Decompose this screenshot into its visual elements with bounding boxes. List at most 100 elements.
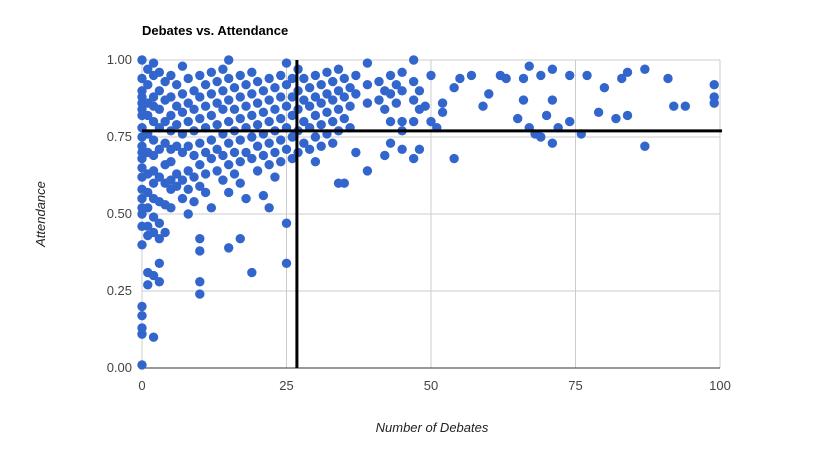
data-point	[171, 181, 182, 191]
data-point	[148, 58, 159, 68]
data-point	[218, 175, 228, 185]
data-point	[328, 95, 338, 105]
data-point	[166, 203, 176, 213]
data-point	[322, 89, 332, 99]
data-point	[206, 135, 217, 145]
data-point	[247, 153, 257, 164]
data-point	[229, 104, 240, 114]
data-point	[137, 193, 147, 204]
data-point	[224, 95, 234, 105]
data-point	[160, 116, 170, 127]
data-point	[547, 95, 558, 105]
data-point	[177, 89, 188, 99]
reference-lines	[142, 60, 722, 368]
data-point	[143, 79, 153, 90]
data-point	[362, 98, 373, 108]
data-point	[518, 95, 529, 105]
x-tick-label: 25	[279, 378, 293, 393]
data-point	[212, 76, 222, 87]
data-point	[229, 147, 240, 158]
data-point	[235, 135, 245, 145]
data-point	[299, 73, 309, 84]
data-point	[200, 101, 211, 111]
data-point	[252, 119, 263, 130]
data-point	[669, 101, 679, 111]
data-point	[304, 101, 315, 111]
data-point	[143, 64, 153, 74]
data-point	[547, 64, 558, 74]
data-point	[154, 277, 165, 287]
data-point	[709, 79, 719, 90]
data-point	[281, 79, 292, 90]
data-point	[524, 61, 534, 71]
data-point	[212, 98, 222, 108]
data-point	[224, 243, 234, 253]
data-point	[148, 92, 159, 102]
data-point	[148, 227, 159, 238]
data-point	[154, 67, 165, 78]
data-point	[536, 132, 546, 142]
x-tick-label: 75	[568, 378, 582, 393]
data-point	[154, 233, 165, 244]
data-point	[183, 166, 193, 176]
data-point	[195, 233, 205, 244]
data-point	[183, 98, 193, 108]
data-point	[206, 67, 217, 78]
data-point	[513, 113, 523, 124]
data-point	[351, 70, 361, 81]
data-point	[287, 132, 297, 142]
data-point	[420, 101, 430, 111]
data-point	[195, 113, 205, 124]
data-point	[235, 233, 245, 244]
data-point	[206, 89, 217, 99]
data-point	[264, 138, 274, 148]
data-point	[258, 86, 269, 96]
data-point	[299, 138, 309, 148]
data-point	[391, 79, 402, 90]
data-point	[414, 86, 425, 96]
data-point	[189, 150, 199, 161]
data-point	[171, 101, 182, 111]
data-point	[235, 70, 245, 81]
data-point	[351, 147, 361, 158]
data-point	[663, 73, 673, 84]
data-point	[212, 166, 222, 176]
data-point	[264, 203, 274, 213]
data-point	[374, 95, 384, 105]
data-point	[247, 110, 257, 121]
data-point	[385, 89, 396, 99]
data-point	[137, 163, 147, 173]
data-point	[200, 147, 211, 158]
data-point	[380, 104, 390, 114]
data-point	[195, 289, 205, 299]
data-point	[171, 79, 182, 90]
data-point	[426, 70, 436, 81]
data-point	[426, 116, 436, 127]
data-point	[339, 73, 349, 84]
data-point	[137, 55, 147, 65]
data-point	[408, 55, 419, 65]
data-point	[206, 110, 217, 121]
data-point	[339, 92, 349, 102]
y-axis-label: Attendance	[33, 181, 48, 248]
data-point	[640, 141, 650, 151]
data-point	[206, 153, 217, 164]
data-point	[362, 58, 373, 68]
data-point	[177, 147, 188, 158]
data-point	[374, 76, 384, 87]
data-point	[166, 110, 176, 121]
data-point	[593, 107, 604, 118]
data-point	[195, 181, 205, 191]
data-point	[235, 178, 245, 188]
data-point	[408, 95, 419, 105]
data-point	[218, 150, 228, 161]
data-point	[137, 240, 147, 250]
data-point	[385, 138, 396, 148]
data-point	[501, 73, 511, 84]
data-point	[611, 113, 621, 124]
data-point	[333, 86, 344, 96]
data-point	[252, 98, 263, 108]
data-point	[258, 190, 269, 201]
data-point	[264, 116, 274, 127]
